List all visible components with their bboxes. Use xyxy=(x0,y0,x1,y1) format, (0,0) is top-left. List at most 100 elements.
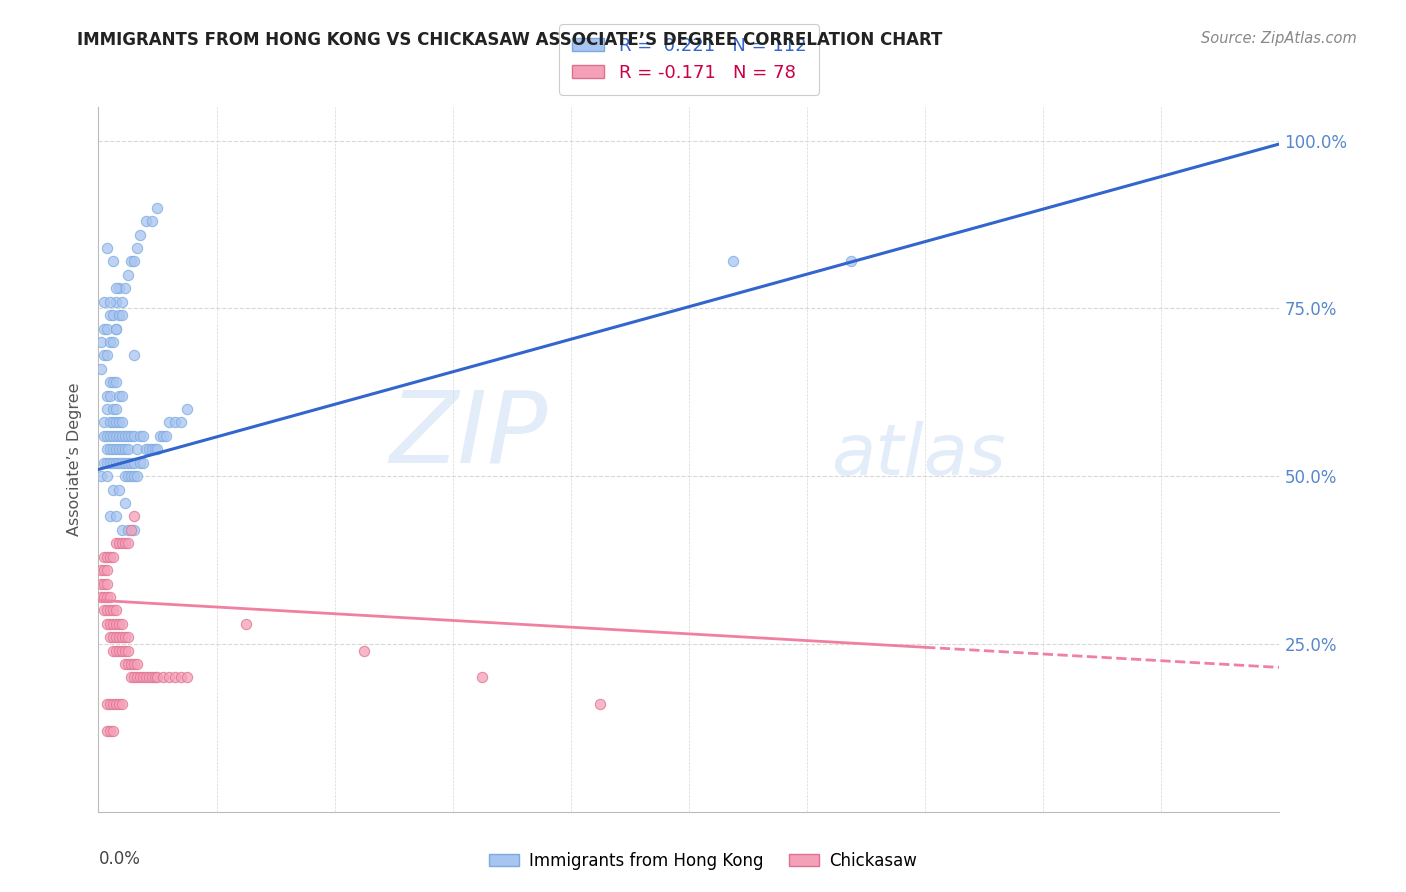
Point xyxy=(103,643,125,657)
Point xyxy=(105,616,128,631)
Point xyxy=(108,281,131,295)
Point xyxy=(117,442,139,457)
Point xyxy=(120,429,142,443)
Point xyxy=(105,536,128,550)
Point xyxy=(96,590,118,604)
Point xyxy=(105,321,128,335)
Point xyxy=(114,456,136,470)
Point xyxy=(108,483,131,497)
Point xyxy=(114,657,136,671)
Point xyxy=(98,334,121,349)
Point xyxy=(105,442,128,457)
Point xyxy=(105,603,128,617)
Point xyxy=(117,657,139,671)
Point xyxy=(138,442,160,457)
Point xyxy=(98,442,121,457)
Point xyxy=(111,429,134,443)
Point xyxy=(98,389,121,403)
Point xyxy=(103,616,125,631)
Point xyxy=(103,402,125,417)
Point xyxy=(176,671,198,685)
Point xyxy=(108,456,131,470)
Point xyxy=(176,402,198,417)
Point xyxy=(165,416,187,430)
Point xyxy=(132,456,155,470)
Point xyxy=(125,442,148,457)
Point xyxy=(170,671,193,685)
Point xyxy=(152,671,174,685)
Point xyxy=(105,630,128,644)
Point xyxy=(108,630,131,644)
Point xyxy=(90,590,112,604)
Point xyxy=(98,616,121,631)
Point xyxy=(135,214,157,228)
Point xyxy=(155,429,177,443)
Point xyxy=(105,281,128,295)
Point xyxy=(120,671,142,685)
Point xyxy=(117,523,139,537)
Point xyxy=(98,294,121,309)
Point xyxy=(111,416,134,430)
Point xyxy=(103,549,125,564)
Point xyxy=(117,536,139,550)
Point xyxy=(141,671,163,685)
Text: atlas: atlas xyxy=(831,421,1005,491)
Point xyxy=(117,643,139,657)
Point xyxy=(128,456,150,470)
Point xyxy=(114,281,136,295)
Point xyxy=(93,549,115,564)
Text: IMMIGRANTS FROM HONG KONG VS CHICKASAW ASSOCIATE’S DEGREE CORRELATION CHART: IMMIGRANTS FROM HONG KONG VS CHICKASAW A… xyxy=(77,31,942,49)
Point xyxy=(132,429,155,443)
Point xyxy=(105,509,128,524)
Legend: R =  0.221   N = 112, R = -0.171   N = 78: R = 0.221 N = 112, R = -0.171 N = 78 xyxy=(560,24,818,95)
Point xyxy=(170,416,193,430)
Point xyxy=(132,671,155,685)
Point xyxy=(105,321,128,335)
Point xyxy=(146,671,169,685)
Point xyxy=(146,442,169,457)
Point xyxy=(96,469,118,483)
Point xyxy=(108,416,131,430)
Point xyxy=(141,214,163,228)
Point xyxy=(93,321,115,335)
Point xyxy=(108,389,131,403)
Point xyxy=(93,576,115,591)
Point xyxy=(105,402,128,417)
Point xyxy=(138,671,160,685)
Point xyxy=(114,442,136,457)
Point xyxy=(96,549,118,564)
Point xyxy=(235,616,257,631)
Point xyxy=(96,576,118,591)
Point xyxy=(103,375,125,389)
Point xyxy=(111,308,134,322)
Point xyxy=(165,671,187,685)
Point xyxy=(96,389,118,403)
Point xyxy=(103,603,125,617)
Point xyxy=(122,509,145,524)
Point xyxy=(103,630,125,644)
Point xyxy=(93,603,115,617)
Point xyxy=(128,227,150,242)
Point xyxy=(90,334,112,349)
Text: 0.0%: 0.0% xyxy=(98,850,141,869)
Point xyxy=(111,456,134,470)
Point xyxy=(103,334,125,349)
Point xyxy=(108,643,131,657)
Point xyxy=(111,442,134,457)
Point xyxy=(111,630,134,644)
Point xyxy=(90,576,112,591)
Point xyxy=(120,657,142,671)
Point xyxy=(98,416,121,430)
Point xyxy=(143,442,166,457)
Point xyxy=(135,671,157,685)
Point xyxy=(157,416,180,430)
Point xyxy=(98,630,121,644)
Point xyxy=(841,254,863,268)
Point xyxy=(90,361,112,376)
Point xyxy=(120,469,142,483)
Point xyxy=(96,456,118,470)
Point xyxy=(120,523,142,537)
Point xyxy=(98,509,121,524)
Point xyxy=(98,698,121,712)
Point xyxy=(122,523,145,537)
